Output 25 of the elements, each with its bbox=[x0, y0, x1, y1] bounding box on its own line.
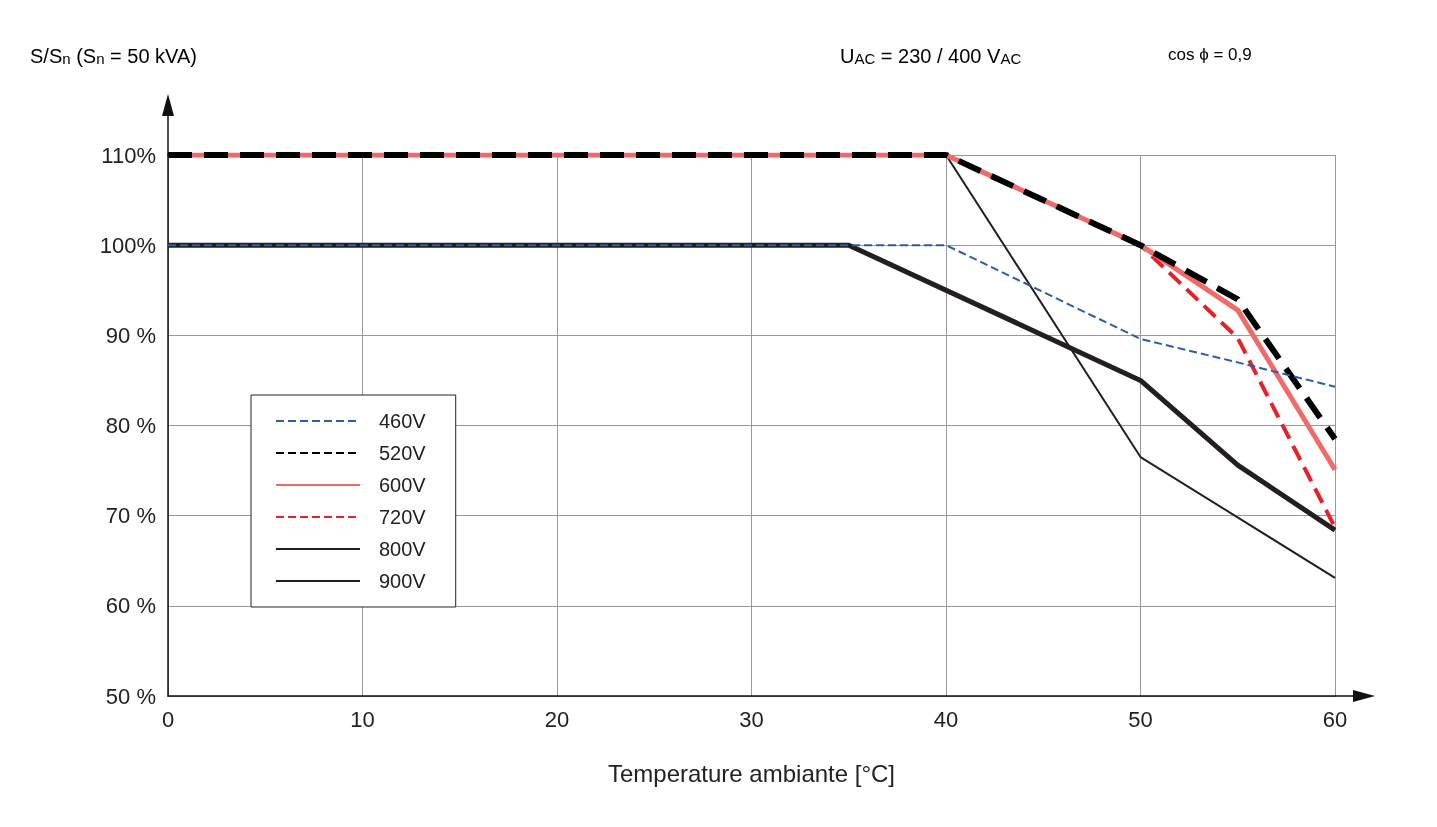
x-tick-label: 30 bbox=[739, 706, 764, 732]
y-axis-title: S/Sn (Sn = 50 kVA) bbox=[30, 45, 197, 67]
legend-label: 720V bbox=[379, 506, 427, 528]
x-tick-label: 20 bbox=[544, 706, 570, 732]
x-tick-label: 0 bbox=[161, 706, 175, 732]
y-tick-label: 60 % bbox=[105, 593, 156, 619]
x-tick-label: 10 bbox=[350, 706, 375, 732]
y-tick-label: 110% bbox=[101, 142, 156, 168]
legend-label: 600V bbox=[379, 474, 427, 496]
legend-label: 900V bbox=[379, 570, 427, 592]
y-tick-label: 90 % bbox=[105, 322, 156, 348]
legend-label: 800V bbox=[379, 538, 427, 560]
text: UAC = 230 / 400 VAC bbox=[840, 45, 1022, 67]
x-tick-label: 40 bbox=[933, 706, 959, 732]
x-tick-label: 50 bbox=[1128, 706, 1153, 732]
y-tick-label: 70 % bbox=[105, 503, 156, 529]
y-tick-label: 100% bbox=[99, 232, 156, 258]
legend-label: 460V bbox=[379, 410, 427, 432]
line-series bbox=[167, 244, 1336, 388]
x-axis-title: Temperature ambiante [°C] bbox=[607, 759, 896, 787]
x-tick-label: 60 bbox=[1322, 706, 1348, 732]
legend-label: 520V bbox=[379, 442, 427, 464]
text: cos ϕ = 0,9 bbox=[1168, 45, 1252, 64]
y-tick-label: 50 % bbox=[105, 683, 156, 709]
y-tick-label: 80 % bbox=[105, 413, 156, 438]
